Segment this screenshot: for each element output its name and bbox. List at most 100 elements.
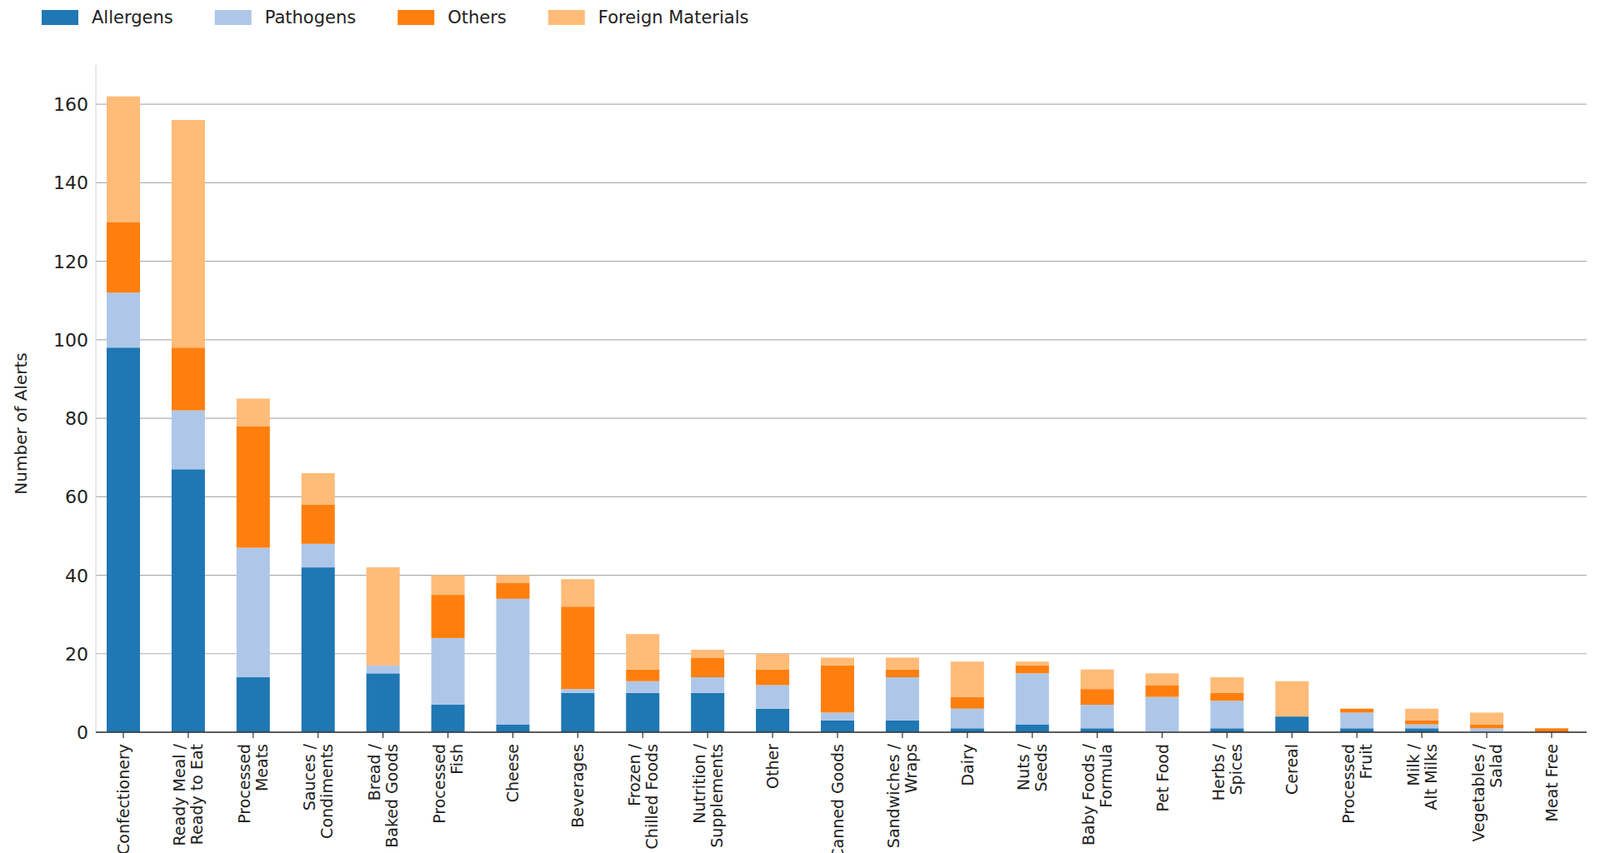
bar-segment	[1535, 728, 1569, 730]
bar-segment	[1405, 725, 1439, 730]
x-tick	[771, 732, 773, 739]
x-tick	[642, 732, 644, 739]
bar-segment	[1210, 693, 1244, 701]
bar-segment	[495, 599, 530, 725]
bar-segment	[1405, 720, 1439, 725]
bar-segment	[171, 469, 205, 733]
y-tick-label: 120	[53, 251, 89, 273]
bar-segment	[690, 693, 725, 733]
bar-segment	[755, 685, 790, 709]
bar-segment	[755, 670, 790, 686]
legend-item: Others	[397, 7, 507, 28]
y-tick-label: 80	[65, 408, 89, 430]
legend-label: Allergens	[91, 7, 174, 28]
x-tick-label: Cereal	[1282, 744, 1301, 795]
x-tick-label: Meat Free	[1542, 744, 1561, 823]
bar-segment	[431, 595, 465, 639]
bar-segment	[1145, 673, 1180, 685]
x-tick	[317, 732, 319, 739]
bar-segment	[301, 544, 335, 568]
bars	[106, 96, 1569, 733]
bar-segment	[495, 575, 530, 584]
x-tick	[836, 732, 838, 739]
bar-segment	[625, 681, 660, 694]
bar-segment	[820, 720, 855, 733]
bar-segment	[236, 677, 270, 733]
bar-segment	[106, 347, 140, 733]
legend-swatch	[397, 10, 435, 25]
x-tick-label: Ready Meal /Ready to Eat	[170, 743, 206, 846]
x-tick-label: Baby Foods /Formula	[1079, 743, 1115, 846]
grid-line	[95, 417, 1587, 419]
x-tick-label: Other	[763, 744, 782, 790]
y-tick-label: 100	[53, 330, 89, 351]
x-tick	[1291, 732, 1293, 739]
x-tick-label: Pet Food	[1153, 744, 1172, 813]
bar-segment	[301, 473, 335, 505]
bar-segment	[625, 693, 660, 733]
bar-segment	[431, 575, 465, 596]
x-tick-label: Sandwiches /Wraps	[884, 743, 920, 849]
bar-segment	[236, 399, 270, 427]
bar-segment	[236, 548, 270, 678]
bar-segment	[301, 567, 335, 733]
bar-segment	[1015, 673, 1050, 725]
x-tick-label: Frozen /Chilled Foods	[625, 743, 661, 850]
bar-segment	[560, 606, 595, 690]
x-tick-label: Herbs /Spices	[1209, 743, 1245, 801]
x-tick	[1356, 732, 1358, 739]
bar-segment	[885, 657, 920, 670]
bar-segment	[1080, 689, 1115, 705]
bar-segment	[171, 120, 205, 348]
y-axis-line	[95, 65, 97, 733]
x-tick	[512, 732, 514, 739]
x-tick	[1421, 732, 1423, 739]
bar-segment	[625, 634, 660, 670]
bar-segment	[1340, 712, 1374, 729]
grid-line	[95, 182, 1587, 184]
x-axis-line	[95, 731, 1587, 734]
x-tick-label: Bread /Baked Goods	[365, 743, 401, 848]
y-tick-label: 0	[76, 722, 89, 744]
x-tick	[1226, 732, 1228, 739]
bar-segment	[820, 712, 855, 720]
grid-line	[95, 104, 1587, 105]
bar-segment	[1145, 697, 1180, 733]
x-tick	[252, 732, 254, 739]
legend-item: Pathogens	[215, 7, 356, 28]
bar-segment	[950, 709, 985, 730]
grid-line	[95, 339, 1587, 340]
bar-segment	[366, 567, 400, 666]
legend-swatch	[41, 10, 79, 25]
bar-segment	[885, 670, 920, 678]
bar-segment	[106, 96, 140, 223]
legend-label: Pathogens	[265, 7, 356, 28]
bar-segment	[1275, 716, 1309, 733]
grid-line	[95, 260, 1587, 262]
legend-item: Allergens	[41, 7, 174, 28]
legend-label: Foreign Materials	[598, 7, 750, 28]
x-tick-label: ProcessedFruit	[1339, 744, 1375, 825]
bar-segment	[885, 720, 920, 733]
x-tick	[382, 732, 384, 739]
legend-item: Foreign Materials	[548, 7, 750, 28]
bar-segment	[560, 689, 595, 694]
y-axis-label: Number of Alerts	[10, 352, 31, 495]
x-tick	[187, 732, 189, 739]
x-tick	[901, 732, 903, 739]
bar-segment	[366, 665, 400, 674]
x-tick	[966, 732, 968, 739]
bar-segment	[171, 410, 205, 470]
bar-segment	[1470, 712, 1504, 725]
bar-segment	[236, 425, 270, 548]
bar-segment	[1080, 670, 1115, 690]
x-tick	[122, 732, 124, 739]
bar-segment	[625, 670, 660, 682]
bar-segment	[301, 505, 335, 545]
legend-swatch	[215, 10, 252, 25]
bar-segment	[885, 677, 920, 721]
bar-segment	[1340, 708, 1374, 710]
legend-label: Others	[447, 7, 507, 28]
bar-segment	[1340, 709, 1374, 714]
x-tick-label: Dairy	[958, 744, 977, 787]
